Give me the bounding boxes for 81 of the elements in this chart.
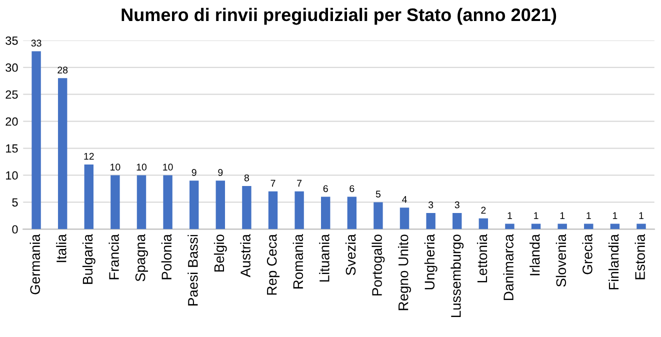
bar bbox=[452, 212, 462, 230]
data-label: 1 bbox=[612, 212, 618, 219]
data-label: 10 bbox=[136, 164, 147, 171]
data-label: 9 bbox=[218, 169, 223, 176]
data-label: 12 bbox=[84, 152, 94, 160]
data-label: 1 bbox=[534, 212, 538, 219]
bar bbox=[268, 191, 278, 230]
x-tick-label: Romania bbox=[292, 234, 304, 288]
x-tick-label: Italia bbox=[56, 234, 66, 262]
x-tick-label: Spagna bbox=[135, 234, 148, 282]
data-label: 2 bbox=[481, 206, 486, 214]
bar bbox=[32, 51, 41, 230]
x-tick-label: Bulgaria bbox=[82, 234, 96, 284]
x-tick-label: Lituania bbox=[319, 234, 330, 282]
y-tick-label: 5 bbox=[12, 198, 18, 207]
bar bbox=[558, 224, 567, 230]
x-tick-label: Svezia bbox=[345, 234, 356, 276]
data-label: 10 bbox=[110, 164, 120, 171]
bar bbox=[531, 224, 541, 230]
data-label: 5 bbox=[376, 190, 381, 198]
bar bbox=[374, 202, 383, 230]
bar bbox=[136, 175, 146, 230]
bar bbox=[400, 208, 410, 230]
x-tick-label: Portogallo bbox=[372, 234, 385, 296]
bar bbox=[110, 175, 120, 230]
bar bbox=[163, 175, 172, 230]
y-tick-label: 15 bbox=[6, 144, 18, 153]
bar bbox=[505, 224, 514, 230]
data-label: 6 bbox=[323, 185, 328, 192]
bar bbox=[636, 224, 646, 230]
x-tick-label: Ungheria bbox=[424, 234, 438, 290]
bar bbox=[478, 218, 488, 230]
bar bbox=[189, 180, 199, 230]
x-tick-label: Paesi Bassi bbox=[188, 234, 198, 306]
x-tick-label: Austria bbox=[240, 234, 250, 278]
x-tick-label: Regno Unito bbox=[398, 234, 411, 310]
data-label: 6 bbox=[350, 185, 354, 192]
data-label: 9 bbox=[192, 169, 196, 176]
data-label: 1 bbox=[508, 212, 512, 219]
bar bbox=[58, 78, 68, 230]
data-label: 7 bbox=[270, 180, 276, 187]
data-label: 33 bbox=[31, 40, 42, 47]
data-label: 1 bbox=[560, 212, 565, 219]
x-tick-label: Francia bbox=[108, 234, 119, 280]
x-tick-label: Polonia bbox=[161, 234, 172, 280]
data-label: 3 bbox=[428, 201, 434, 208]
x-tick-label: Belgio bbox=[214, 234, 227, 272]
data-label: 3 bbox=[454, 201, 460, 208]
data-label: 4 bbox=[402, 196, 407, 203]
data-label: 8 bbox=[244, 174, 249, 182]
x-tick-label: Germania bbox=[30, 234, 40, 294]
chart-title: Numero di rinvii pregiudiziali per Stato (anno 2021) bbox=[122, 8, 556, 25]
x-tick-label: Grecia bbox=[582, 234, 592, 274]
bar bbox=[321, 196, 330, 230]
data-label: 7 bbox=[297, 180, 302, 187]
bar bbox=[216, 180, 226, 230]
bar bbox=[242, 186, 252, 230]
y-tick-label: 35 bbox=[6, 36, 18, 45]
x-tick-label: Irlanda bbox=[530, 234, 540, 276]
data-label: 1 bbox=[586, 212, 591, 219]
bar bbox=[347, 196, 357, 230]
y-tick-label: 20 bbox=[6, 117, 18, 126]
y-tick-label: 0 bbox=[12, 225, 18, 234]
y-tick-label: 25 bbox=[6, 90, 18, 99]
data-label: 1 bbox=[639, 212, 644, 219]
bar bbox=[610, 224, 620, 230]
y-tick-label: 30 bbox=[6, 63, 18, 72]
data-label: 28 bbox=[58, 66, 68, 74]
data-label: 10 bbox=[163, 164, 173, 171]
x-tick-label: Estonia bbox=[634, 234, 645, 280]
x-tick-label: Lussemburgo bbox=[450, 234, 464, 318]
x-tick-label: Slovenia bbox=[556, 234, 566, 287]
x-tick-label: Danimarca bbox=[503, 234, 514, 300]
bar bbox=[426, 212, 436, 230]
y-tick-label: 10 bbox=[6, 171, 18, 180]
bar bbox=[84, 164, 94, 230]
x-tick-label: Rep Ceca bbox=[266, 234, 280, 295]
x-tick-label: Finlandia bbox=[608, 234, 619, 290]
x-tick-label: Lettonia bbox=[476, 234, 488, 282]
bar bbox=[584, 224, 594, 230]
bar bbox=[294, 191, 304, 230]
